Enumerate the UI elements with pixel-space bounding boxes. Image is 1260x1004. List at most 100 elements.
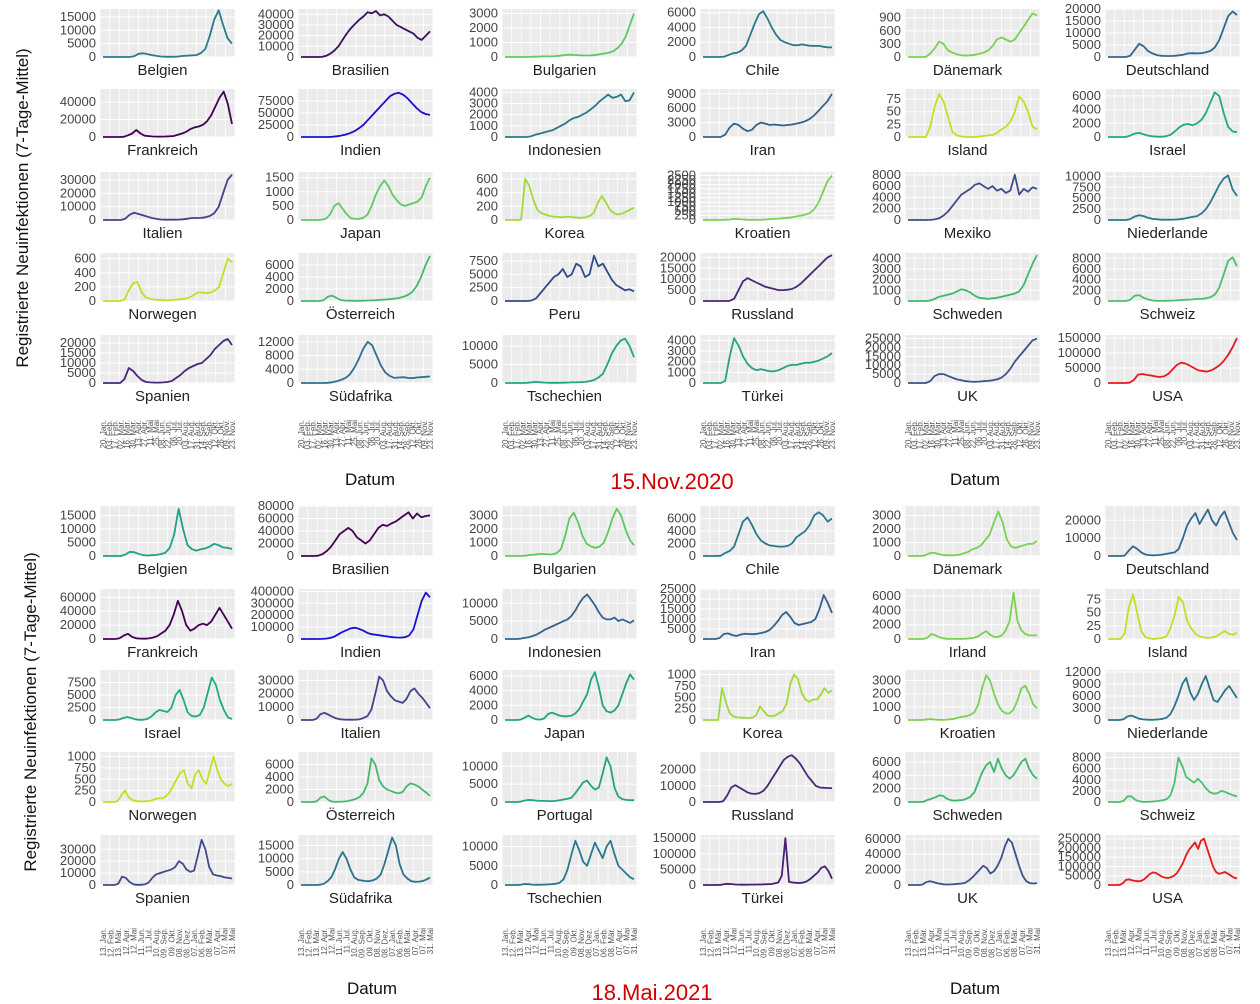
y-tick-label: 20000: [865, 339, 901, 354]
x-tick-label: 10. Aug.: [554, 928, 563, 957]
series-line: [103, 838, 233, 886]
panel-title: Italien: [340, 725, 380, 742]
x-tick-label: 12. Mai: [129, 928, 138, 954]
x-tick-label: 10. Aug.: [350, 928, 359, 957]
series-line: [103, 338, 233, 384]
x-axis-label-top-left: Datum: [345, 470, 395, 489]
y-tick-label: 8000: [1072, 750, 1101, 765]
x-tick-label: 25. Mai: [957, 420, 966, 446]
x-tick-label: 12. Apr.: [122, 928, 131, 955]
x-tick-label: 13. Mär.: [1119, 928, 1128, 957]
x-tick-label: 09. Okt.: [365, 928, 374, 956]
y-tick-label: 250: [674, 701, 696, 716]
y-tick-label: 10000: [60, 22, 96, 37]
y-tick-label: 9000: [667, 86, 696, 101]
x-tick-label: 12. Apr.: [927, 928, 936, 955]
y-tick-label: 0: [89, 712, 96, 727]
y-tick-label: 5000: [1072, 190, 1101, 205]
series-line: [505, 839, 635, 886]
x-tick-label: 12. Mai: [729, 928, 738, 954]
y-tick-label: 6000: [265, 757, 294, 772]
panel-title: Indien: [340, 644, 381, 661]
y-tick-label: 10000: [462, 839, 498, 854]
x-tick-label: 27. Apr.: [1145, 420, 1154, 447]
panel-title: Frankreich: [127, 644, 198, 661]
x-tick-label: 09. Sep.: [760, 928, 769, 958]
x-tick-label: 13. Mär.: [312, 928, 321, 957]
y-tick-label: 12000: [1065, 664, 1101, 679]
y-tick-label: 4000: [265, 269, 294, 284]
y-tick-label: 30000: [258, 673, 294, 688]
series-line: [505, 13, 635, 58]
x-tick-label: 03. Feb.: [705, 420, 714, 449]
panel-title: Israel: [144, 725, 181, 742]
series-line: [703, 10, 832, 58]
y-tick-label: 150000: [653, 830, 696, 845]
x-tick-label: 26. Okt.: [414, 420, 423, 448]
x-tick-label: 08. Dez.: [381, 928, 390, 958]
x-tick-label: 13. Apr.: [134, 420, 143, 447]
y-tick-label: 5000: [1072, 37, 1101, 52]
y-tick-label: 5000: [667, 621, 696, 636]
y-tick-label: 30000: [60, 841, 96, 856]
x-tick-label: 07. Jan.: [388, 928, 397, 956]
x-tick-label: 31. Aug.: [391, 420, 400, 449]
x-tick-label: 17. Aug.: [589, 420, 598, 449]
x-tick-label: 09. Okt.: [569, 928, 578, 956]
x-axis-label-bottom-left: Datum: [347, 979, 397, 998]
y-tick-label: 0: [1094, 877, 1101, 892]
x-tick-label: 13. Apr.: [939, 420, 948, 447]
x-tick-label: 09. Nov.: [420, 420, 429, 449]
panel-title: UK: [957, 388, 978, 405]
x-tick-label: 02. Mär.: [922, 420, 931, 449]
y-tick-label: 3000: [469, 507, 498, 522]
x-tick-label: 28. Sep.: [1010, 420, 1019, 450]
y-tick-label: 1000: [667, 364, 696, 379]
x-tick-label: 14. Sep.: [601, 420, 610, 450]
x-tick-label: 23. Nov.: [630, 420, 639, 449]
panel-title: Israel: [1149, 142, 1186, 159]
y-tick-label: 5000: [667, 282, 696, 297]
y-tick-label: 0: [689, 631, 696, 646]
x-tick-label: 17. Feb.: [111, 420, 120, 449]
x-tick-label: 11. Mai: [146, 420, 155, 446]
y-tick-label: 3000: [872, 673, 901, 688]
y-tick-label: 40000: [865, 846, 901, 861]
y-tick-label: 20000: [660, 762, 696, 777]
y-tick-label: 1000: [265, 184, 294, 199]
y-tick-label: 20000: [865, 862, 901, 877]
y-tick-label: 4000: [872, 250, 901, 265]
series-line: [301, 511, 431, 557]
panel-title: Iran: [750, 142, 776, 159]
x-tick-label: 08. Jun.: [560, 420, 569, 448]
x-tick-label: 07. Jan.: [1195, 928, 1204, 956]
y-tick-label: 2000: [469, 697, 498, 712]
y-tick-label: 0: [491, 212, 498, 227]
x-tick-label: 09. Nov.: [222, 420, 231, 449]
x-tick-label: 09. Nov.: [822, 420, 831, 449]
x-tick-labels: 13. Jan.12. Feb.13. Mär.12. Apr.12. Mai1…: [904, 928, 1042, 958]
panel-portugal: 0 5000 10000 Portugal: [462, 752, 638, 824]
y-tick-label: 500: [272, 198, 294, 213]
x-tick-label: 12. Mai: [1134, 928, 1143, 954]
x-tick-label: 16. Mär.: [1128, 420, 1137, 449]
x-tick-label: 09. Nov.: [624, 420, 633, 449]
y-tick-label: 20000: [60, 617, 96, 632]
x-tick-label: 08. Jun.: [758, 420, 767, 448]
x-tick-label: 09. Sep.: [562, 928, 571, 958]
series-line: [103, 90, 233, 138]
x-tick-label: 09. Okt.: [1172, 928, 1181, 956]
series-line: [103, 174, 233, 221]
x-tick-label: 25. Mai: [752, 420, 761, 446]
y-tick-label: 150000: [1058, 849, 1101, 864]
y-tick-label: 5000: [469, 613, 498, 628]
